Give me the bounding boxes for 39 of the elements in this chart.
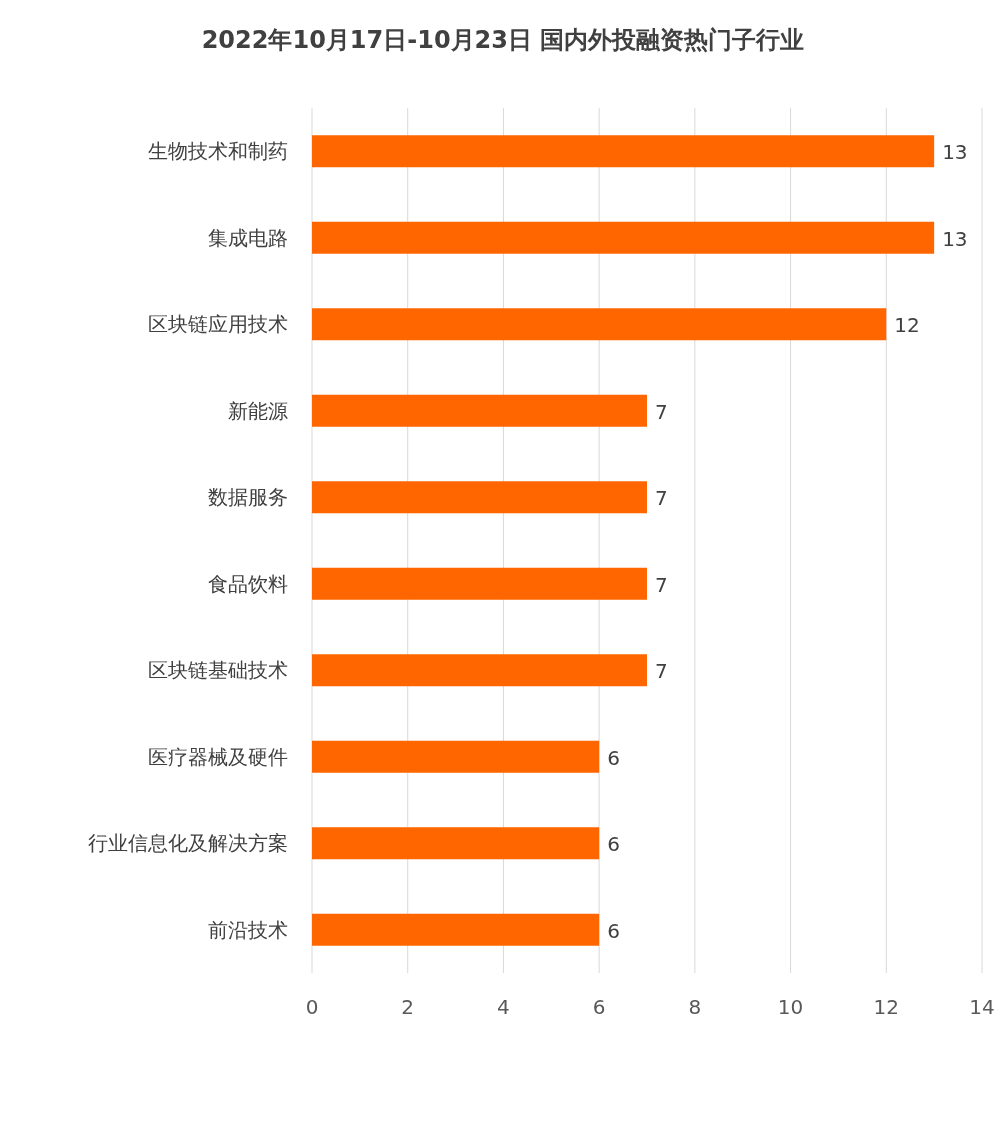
data-label: 7 bbox=[655, 659, 668, 684]
bar bbox=[312, 394, 647, 427]
y-tick-label: 新能源 bbox=[228, 398, 288, 423]
data-label: 7 bbox=[655, 486, 668, 511]
y-tick-label: 行业信息化及解决方案 bbox=[88, 831, 288, 856]
y-tick-label: 区块链应用技术 bbox=[148, 312, 288, 337]
bar bbox=[312, 308, 887, 341]
bar bbox=[312, 740, 600, 773]
data-label: 6 bbox=[607, 745, 620, 770]
x-tick-label: 2 bbox=[401, 995, 415, 1019]
x-tick-label: 10 bbox=[777, 995, 804, 1019]
x-tick-label: 6 bbox=[592, 995, 606, 1019]
bar bbox=[312, 913, 600, 946]
chart-title: 2022年10月17日-10月23日 国内外投融资热门子行业 bbox=[201, 26, 805, 54]
y-tick-label: 食品饮料 bbox=[208, 571, 288, 596]
data-label: 6 bbox=[607, 918, 620, 943]
x-tick-label: 8 bbox=[688, 995, 702, 1019]
bar bbox=[312, 567, 647, 600]
data-label: 7 bbox=[655, 399, 668, 424]
y-tick-label: 数据服务 bbox=[208, 485, 288, 510]
bar bbox=[312, 221, 935, 254]
y-tick-label: 医疗器械及硬件 bbox=[148, 744, 288, 769]
x-tick-label: 4 bbox=[497, 995, 510, 1019]
data-label: 6 bbox=[607, 832, 620, 857]
x-tick-label: 0 bbox=[305, 995, 319, 1019]
bar bbox=[312, 135, 935, 168]
bar bbox=[312, 654, 647, 687]
y-tick-label: 区块链基础技术 bbox=[148, 658, 288, 683]
bar bbox=[312, 827, 600, 860]
data-label: 13 bbox=[942, 226, 968, 251]
data-label: 7 bbox=[655, 572, 668, 597]
data-label: 13 bbox=[942, 140, 968, 165]
y-tick-label: 生物技术和制药 bbox=[148, 139, 288, 164]
bar bbox=[312, 481, 647, 514]
x-tick-label: 14 bbox=[969, 995, 995, 1019]
y-tick-label: 集成电路 bbox=[208, 225, 288, 250]
y-tick-label: 前沿技术 bbox=[208, 917, 288, 942]
data-label: 12 bbox=[894, 313, 920, 338]
x-tick-label: 12 bbox=[873, 995, 900, 1019]
